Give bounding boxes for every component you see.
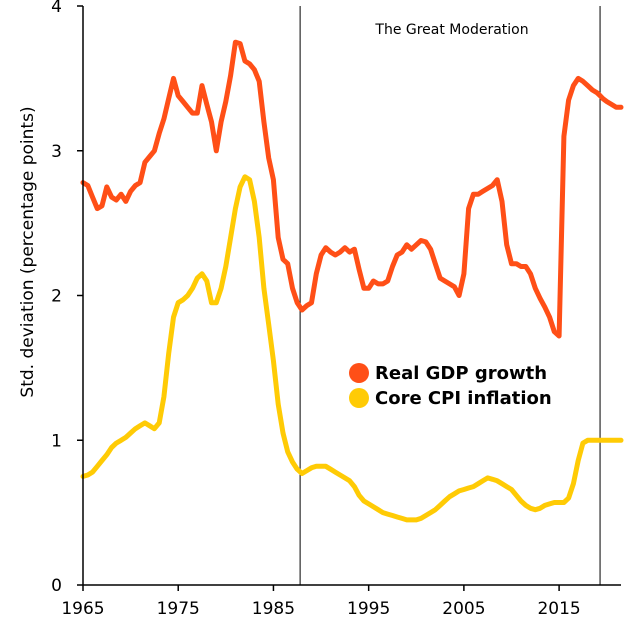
legend-label: Core CPI inflation bbox=[375, 388, 552, 409]
x-tick-label: 1995 bbox=[347, 599, 390, 619]
legend-label: Real GDP growth bbox=[375, 363, 547, 384]
legend-marker bbox=[349, 388, 369, 408]
x-axis: 1965 1975 1985 1995 2005 2015 bbox=[61, 584, 621, 619]
x-tick-label: 1985 bbox=[252, 599, 295, 619]
y-tick-label: 2 bbox=[51, 287, 62, 307]
annotation-great-moderation: The Great Moderation bbox=[374, 22, 528, 38]
y-tick-label: 0 bbox=[51, 576, 62, 596]
y-tick-label: 3 bbox=[51, 142, 62, 162]
y-axis-title: Std. deviation (percentage points) bbox=[18, 106, 38, 397]
series-line-real-gdp-growth bbox=[80, 39, 624, 339]
series-line-core-cpi-inflation bbox=[80, 174, 624, 523]
x-tick-label: 1975 bbox=[157, 599, 200, 619]
y-axis: 0 1 2 3 4 bbox=[51, 0, 84, 596]
x-tick-label: 2005 bbox=[442, 599, 485, 619]
legend: Real GDP growth Core CPI inflation bbox=[349, 363, 552, 409]
x-tick-label: 1965 bbox=[61, 599, 104, 619]
series-lines bbox=[80, 39, 624, 523]
y-tick-label: 1 bbox=[51, 431, 62, 451]
vertical-markers bbox=[299, 6, 601, 585]
y-tick-label: 4 bbox=[51, 0, 62, 17]
legend-marker bbox=[349, 363, 369, 383]
x-tick-label: 2015 bbox=[537, 599, 580, 619]
